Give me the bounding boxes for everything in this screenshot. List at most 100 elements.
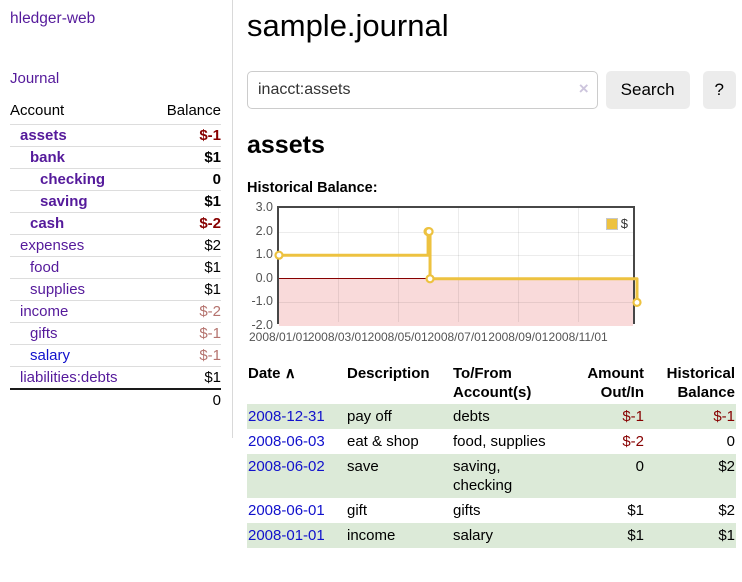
- x-axis-tick-label: 2008/11/01: [549, 330, 608, 344]
- data-point-marker: [426, 228, 433, 235]
- sidebar-account-link[interactable]: cash: [30, 215, 64, 232]
- column-header-description: Description: [343, 362, 449, 404]
- sidebar-account-balance: $1: [150, 367, 221, 390]
- transaction-accounts: food, supplies: [449, 429, 571, 454]
- sidebar-account-row: food $1: [10, 257, 221, 279]
- transaction-amount: $-1: [571, 404, 648, 429]
- page-title: sample.journal: [247, 8, 736, 44]
- clear-search-icon[interactable]: ×: [579, 79, 589, 99]
- transaction-accounts: saving, checking: [449, 454, 571, 498]
- sidebar-account-row: supplies $1: [10, 279, 221, 301]
- sidebar-account-link[interactable]: bank: [30, 149, 65, 166]
- search-button[interactable]: Search: [606, 71, 690, 109]
- transaction-balance: 0: [648, 429, 736, 454]
- transaction-balance: $2: [648, 498, 736, 523]
- column-header-historical-balance: Historical Balance: [648, 362, 736, 404]
- transaction-date-link[interactable]: 2008-12-31: [248, 408, 325, 425]
- transaction-description: eat & shop: [343, 429, 449, 454]
- transaction-description: income: [343, 523, 449, 548]
- sidebar-account-row: expenses $2: [10, 235, 221, 257]
- sidebar-account-row: assets $-1: [10, 125, 221, 147]
- sidebar-account-balance: 0: [150, 169, 221, 191]
- y-axis-tick-label: -1.0: [247, 294, 273, 308]
- transaction-balance: $2: [648, 454, 736, 498]
- sidebar-account-row: salary $-1: [10, 345, 221, 367]
- x-axis-tick-label: 2008/09/01: [488, 330, 548, 344]
- chart-title: Historical Balance:: [247, 180, 736, 196]
- account-column-header: Account: [10, 100, 150, 125]
- x-axis-tick-label: 2008/03/01: [308, 330, 368, 344]
- transaction-description: gift: [343, 498, 449, 523]
- transaction-date-link[interactable]: 2008-06-03: [248, 433, 325, 450]
- transaction-description: pay off: [343, 404, 449, 429]
- sort-ascending-icon: ∧: [285, 365, 296, 382]
- transaction-amount: $-2: [571, 429, 648, 454]
- search-input[interactable]: [247, 71, 598, 109]
- series-line: [279, 232, 637, 303]
- sidebar-account-balance: $-1: [150, 125, 221, 147]
- transactions-table: Date ∧DescriptionTo/From Account(s)Amoun…: [247, 362, 736, 548]
- transaction-amount: $1: [571, 498, 648, 523]
- x-axis-tick-label: 2008/01/01: [249, 330, 309, 344]
- sidebar-account-link[interactable]: liabilities:debts: [20, 369, 118, 386]
- transaction-date-link[interactable]: 2008-06-01: [248, 502, 325, 519]
- transaction-description: save: [343, 454, 449, 498]
- sidebar-account-row: gifts $-1: [10, 323, 221, 345]
- transaction-row[interactable]: 2008-06-02 save saving, checking 0 $2: [247, 454, 736, 498]
- y-axis-tick-label: 2.0: [247, 224, 273, 238]
- sidebar-account-link[interactable]: supplies: [30, 281, 85, 298]
- sidebar-account-balance: $1: [150, 147, 221, 169]
- transaction-row[interactable]: 2008-06-01 gift gifts $1 $2: [247, 498, 736, 523]
- x-axis-tick-label: 2008/05/01: [368, 330, 428, 344]
- sidebar-account-balance: $-2: [150, 213, 221, 235]
- y-axis-tick-label: 1.0: [247, 247, 273, 261]
- transaction-balance: $-1: [648, 404, 736, 429]
- transaction-amount: $1: [571, 523, 648, 548]
- transaction-accounts: debts: [449, 404, 571, 429]
- search-form: × Search ?: [247, 71, 736, 109]
- sidebar-account-link[interactable]: checking: [40, 171, 105, 188]
- sidebar-account-balance: $1: [150, 257, 221, 279]
- chart-plot-area: $: [277, 206, 635, 324]
- sidebar-account-balance: $1: [150, 191, 221, 213]
- transaction-row[interactable]: 2008-12-31 pay off debts $-1 $-1: [247, 404, 736, 429]
- column-header-amount-out-in: Amount Out/In: [571, 362, 648, 404]
- sidebar-account-link[interactable]: salary: [30, 347, 70, 364]
- account-heading: assets: [247, 131, 736, 160]
- sidebar-account-balance: $2: [150, 235, 221, 257]
- y-axis-tick-label: 0.0: [247, 271, 273, 285]
- column-header-date[interactable]: Date ∧: [247, 362, 343, 404]
- transaction-date-link[interactable]: 2008-01-01: [248, 527, 325, 544]
- sidebar-account-link[interactable]: income: [20, 303, 68, 320]
- column-header-to-from-account-s-: To/From Account(s): [449, 362, 571, 404]
- sidebar-account-link[interactable]: assets: [20, 127, 67, 144]
- transaction-row[interactable]: 2008-06-03 eat & shop food, supplies $-2…: [247, 429, 736, 454]
- transaction-date-link[interactable]: 2008-06-02: [248, 458, 325, 475]
- help-button[interactable]: ?: [703, 71, 736, 109]
- transaction-balance: $1: [648, 523, 736, 548]
- sidebar-item-journal[interactable]: Journal: [10, 70, 59, 87]
- sidebar-account-row: liabilities:debts $1: [10, 367, 221, 390]
- sidebar-account-link[interactable]: gifts: [30, 325, 58, 342]
- balance-series: [274, 203, 642, 331]
- data-point-marker: [427, 275, 434, 282]
- data-point-marker: [276, 252, 283, 259]
- sidebar-account-row: bank $1: [10, 147, 221, 169]
- balance-column-header: Balance: [150, 100, 221, 125]
- balances-header-row: Account Balance: [10, 100, 221, 125]
- sidebar-account-row: cash $-2: [10, 213, 221, 235]
- x-axis-tick-label: 2008/07/01: [427, 330, 487, 344]
- y-axis-tick-label: 3.0: [247, 200, 273, 214]
- historical-balance-chart: $ 3.02.01.00.0-1.0-2.02008/01/012008/03/…: [247, 202, 736, 348]
- balances-total-row: 0: [10, 389, 221, 411]
- sidebar-account-link[interactable]: food: [30, 259, 59, 276]
- sidebar-account-balance: $-2: [150, 301, 221, 323]
- sidebar-account-row: income $-2: [10, 301, 221, 323]
- account-balances-table: Account Balance assets $-1 bank $1 check…: [10, 100, 221, 411]
- sidebar-account-link[interactable]: expenses: [20, 237, 84, 254]
- transaction-row[interactable]: 2008-01-01 income salary $1 $1: [247, 523, 736, 548]
- sidebar-account-row: checking 0: [10, 169, 221, 191]
- total-balance: 0: [150, 389, 221, 411]
- sidebar-account-link[interactable]: saving: [40, 193, 88, 210]
- brand-link[interactable]: hledger-web: [10, 10, 95, 27]
